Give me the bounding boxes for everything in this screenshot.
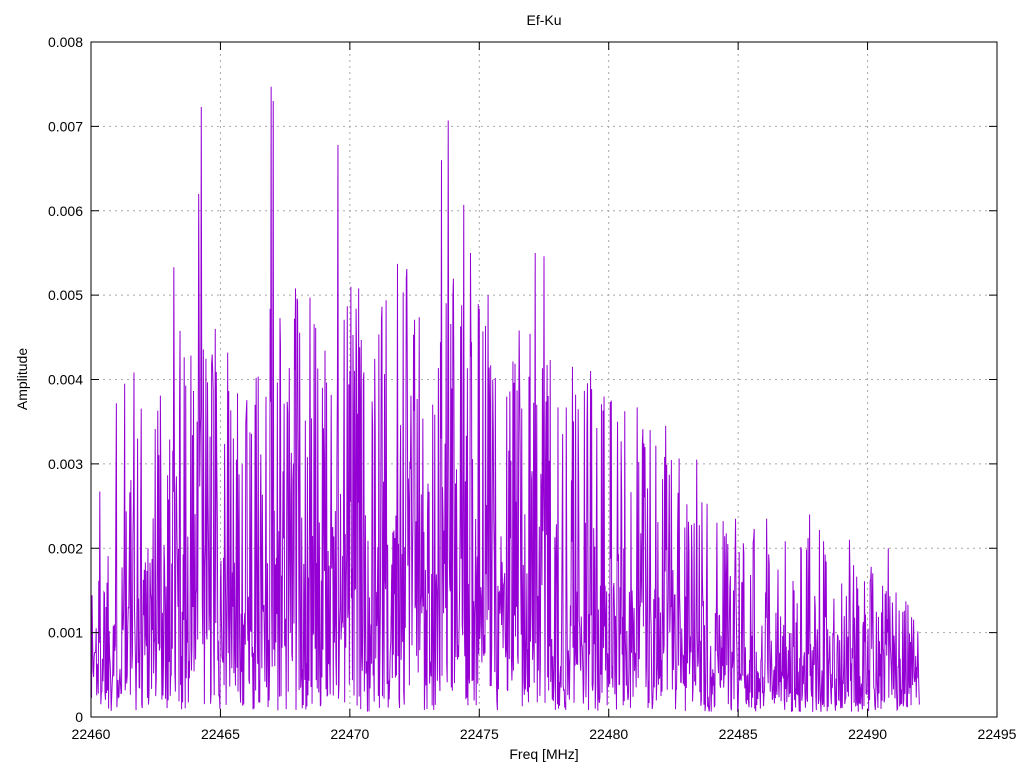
x-tick-label: 22495 — [978, 726, 1017, 742]
y-axis-label-text: Amplitude — [14, 347, 30, 411]
x-tick-label: 22490 — [848, 726, 887, 742]
y-tick-label: 0.001 — [48, 625, 83, 641]
chart-title: Ef-Ku — [526, 12, 562, 28]
y-tick-label: 0.003 — [48, 456, 83, 472]
y-tick-label: 0.005 — [48, 287, 83, 303]
spectrum-line — [90, 86, 920, 712]
x-axis-label: Freq [MHz] — [509, 746, 579, 762]
y-tick-label: 0.006 — [48, 203, 83, 219]
x-tick-label: 22485 — [719, 726, 758, 742]
y-tick-label: 0.008 — [48, 34, 83, 50]
y-tick-label: 0.002 — [48, 540, 83, 556]
y-tick-label: 0.007 — [48, 118, 83, 134]
x-tick-label: 22480 — [589, 726, 628, 742]
x-tick-label: 22475 — [460, 726, 499, 742]
x-tick-label: 22470 — [330, 726, 369, 742]
y-tick-label: 0.004 — [48, 372, 83, 388]
y-tick-label: 0 — [75, 709, 83, 725]
x-tick-label: 22465 — [201, 726, 240, 742]
x-tick-label: 22460 — [72, 726, 111, 742]
